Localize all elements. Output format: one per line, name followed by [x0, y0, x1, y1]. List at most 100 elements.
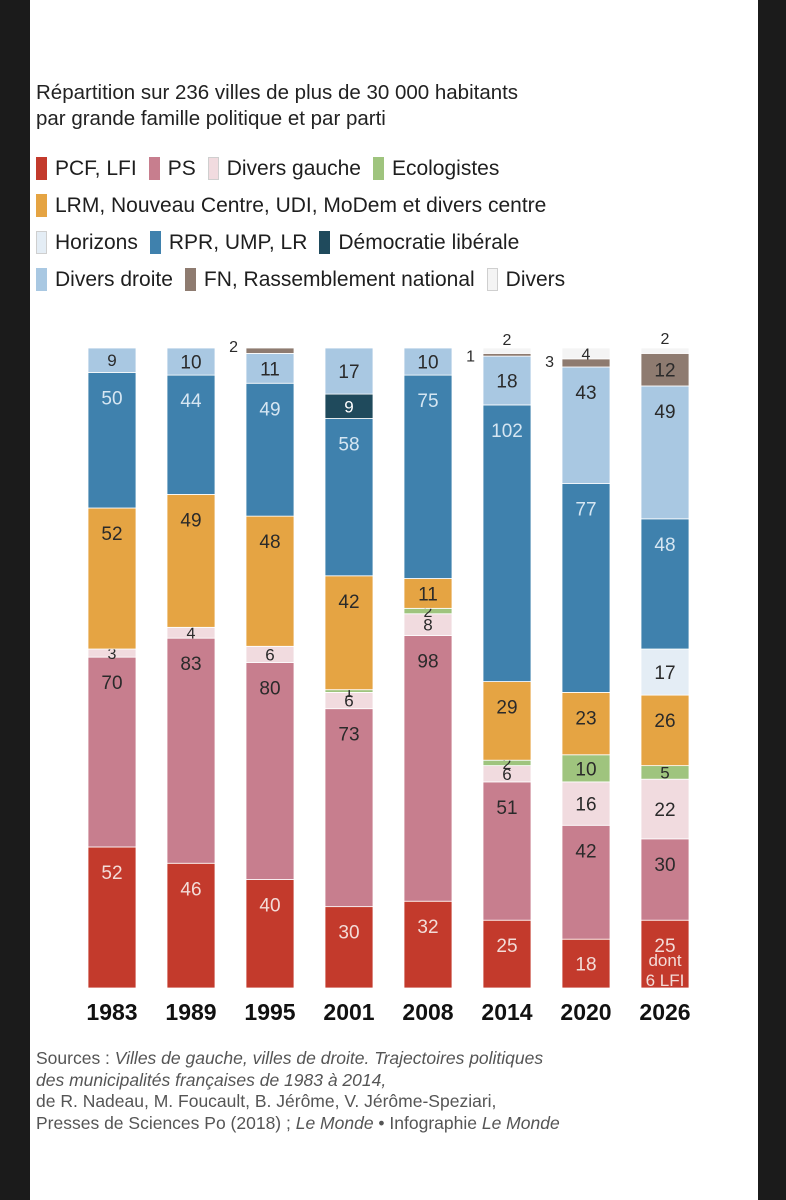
legend-item: RPR, UMP, LR — [149, 231, 307, 255]
legend-item: PS — [148, 157, 196, 181]
legend-swatch — [207, 157, 219, 180]
bar-value-label: 18 — [575, 955, 596, 976]
legend-swatch — [36, 194, 47, 217]
stacked-bar-chart: 5270352509198346834494410198940806484911… — [86, 331, 690, 1025]
bar-annotation: 6 LFI — [646, 971, 685, 990]
bar-value-label: 98 — [417, 651, 438, 672]
bar-segment — [324, 393, 374, 419]
legend-item: Divers droite — [36, 268, 173, 292]
bar-value-label: 6 — [344, 692, 353, 711]
legend-row: PCF, LFI PS Divers gauche Ecologistes — [36, 150, 716, 187]
bar-value-label: 25 — [654, 936, 675, 957]
bar-value-label: 30 — [654, 855, 675, 876]
bar-value-label: 75 — [417, 391, 438, 412]
bar-value-label: 17 — [654, 663, 675, 684]
sources-book-title-2: des municipalités françaises de 1983 à 2… — [36, 1069, 387, 1090]
x-tick-label: 1989 — [165, 999, 216, 1025]
bar-value-label: 49 — [654, 402, 675, 423]
legend-label: Démocratie libérale — [338, 230, 520, 254]
legend-label: Divers droite — [55, 267, 173, 291]
sources-book-title-1: Villes de gauche, villes de droite. Traj… — [114, 1048, 544, 1068]
bar-value-label: 48 — [654, 535, 675, 556]
bar-segment — [640, 385, 690, 520]
bar-segment — [324, 708, 374, 908]
x-tick-label: 2001 — [323, 999, 374, 1025]
bar-segment — [245, 879, 295, 989]
legend-item: FN, Rassemblement national — [184, 267, 475, 292]
bar-value-label: 52 — [101, 524, 122, 545]
x-tick-label: 2014 — [481, 999, 532, 1025]
bar-value-label: 73 — [338, 725, 359, 746]
bar-value-label: 2 — [424, 604, 433, 621]
bar-value-label: 10 — [575, 759, 596, 780]
legend-row: Divers droite FN, Rassemblement national D… — [36, 261, 716, 298]
legend-label: Divers gauche — [226, 156, 361, 180]
legend-item: Divers — [486, 267, 566, 292]
bar-segment — [561, 347, 611, 360]
legend-label: FN, Rassemblement national — [203, 267, 475, 291]
bar-value-label: 102 — [491, 421, 523, 442]
bar-value-label: 10 — [417, 353, 438, 374]
legend-label: Divers — [505, 267, 566, 291]
bar-value-label: 49 — [259, 399, 280, 420]
bar-value-label: 40 — [259, 896, 280, 917]
bar-value-label: 80 — [259, 679, 280, 700]
bar-value-label: 5 — [660, 763, 669, 782]
bar-value-label: 2 — [229, 339, 238, 356]
bar-value-label: 58 — [338, 435, 359, 456]
bar-value-label: 4 — [187, 626, 196, 643]
legend-swatch — [36, 268, 47, 291]
bar-segment — [482, 404, 532, 682]
bar-segment — [482, 781, 532, 921]
legend-swatch — [184, 268, 196, 291]
x-tick-label: 1983 — [86, 999, 137, 1025]
bar-segment — [561, 483, 611, 693]
bar-segment — [245, 347, 295, 354]
bar-segment — [403, 374, 453, 579]
sources-authors: de R. Nadeau, M. Foucault, B. Jérôme, V.… — [36, 1091, 497, 1111]
bar-value-label: 48 — [259, 532, 280, 553]
bar-segment — [245, 353, 295, 384]
bar-segment — [166, 347, 216, 376]
x-tick-label: 2020 — [560, 999, 611, 1025]
bar-value-label: 32 — [417, 917, 438, 938]
legend-label: PCF, LFI — [55, 156, 137, 180]
bar-segment — [561, 366, 611, 484]
bar-segment — [245, 382, 295, 517]
bar-value-label: 42 — [338, 592, 359, 613]
bar-segment — [640, 347, 690, 354]
legend-swatch — [36, 157, 47, 180]
legend-swatch — [319, 231, 331, 254]
bar-segment — [245, 662, 295, 880]
legend-item: Démocratie libérale — [319, 231, 519, 255]
bar-value-label: 16 — [575, 795, 596, 816]
bar-value-label: 52 — [101, 863, 122, 884]
sources-le-monde-2: Le Monde — [481, 1112, 560, 1133]
sources-prefix: Sources : — [36, 1048, 115, 1068]
bar-segment — [403, 900, 453, 989]
bar-value-label: 4 — [582, 346, 591, 363]
legend-item: LRM, Nouveau Centre, UDI, MoDem et diver… — [36, 194, 546, 218]
bar-segment — [166, 637, 216, 864]
legend-label: Horizons — [55, 230, 138, 254]
chart-subtitle: Répartition sur 236 villes de plus de 30… — [36, 80, 696, 132]
legend-swatch — [148, 157, 160, 180]
bar-segment — [561, 938, 611, 989]
bar-value-label: 6 — [265, 645, 274, 664]
legend-swatch — [372, 157, 384, 180]
bar-segment — [245, 515, 295, 647]
subtitle-line-1: Répartition sur 236 villes de plus de 30… — [36, 81, 519, 104]
chart-legend: PCF, LFI PS Divers gauche Ecologistes LRM, N… — [36, 150, 716, 298]
legend-row: LRM, Nouveau Centre, UDI, MoDem et diver… — [36, 187, 716, 224]
bar-value-label: 50 — [101, 388, 122, 409]
bar-segment — [640, 778, 690, 840]
bar-value-label: 17 — [338, 362, 359, 383]
bar-value-label: 26 — [654, 711, 675, 732]
legend-swatch — [149, 231, 161, 254]
bar-value-label: 43 — [575, 383, 596, 404]
bar-segment — [324, 347, 374, 395]
bar-value-label: 11 — [418, 584, 438, 605]
bar-segment — [324, 418, 374, 577]
bar-value-label: 10 — [180, 353, 201, 374]
bar-segment — [482, 681, 532, 761]
